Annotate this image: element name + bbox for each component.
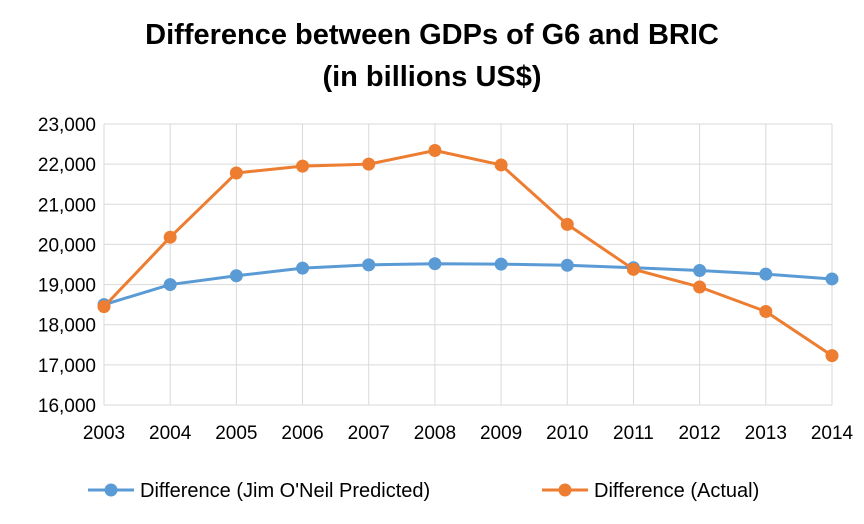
data-point-series-1 — [229, 269, 243, 283]
data-point-series-2 — [362, 157, 376, 171]
y-tick-label: 22,000 — [38, 155, 96, 176]
data-point-series-2 — [560, 217, 574, 231]
data-point-series-2 — [97, 300, 111, 314]
chart-subtitle: (in billions US$) — [322, 61, 541, 93]
y-tick-label: 17,000 — [38, 356, 96, 377]
x-tick-label: 2013 — [745, 423, 787, 444]
x-axis: 2003 2004 2005 2006 2007 2008 2009 2010 2011 2012… — [83, 423, 854, 444]
data-point-series-1 — [560, 258, 574, 272]
y-tick-label: 20,000 — [38, 235, 96, 256]
x-tick-label: 2005 — [215, 423, 257, 444]
data-point-series-1 — [825, 272, 839, 286]
x-tick-label: 2003 — [83, 423, 125, 444]
data-point-series-1 — [163, 278, 177, 292]
legend: Difference (Jim O'Neil Predicted) Differe… — [88, 480, 759, 502]
data-point-series-1 — [693, 264, 707, 278]
x-tick-label: 2010 — [546, 423, 588, 444]
data-point-series-2 — [494, 158, 508, 172]
legend-label: Difference (Jim O'Neil Predicted) — [140, 480, 430, 502]
data-point-series-2 — [759, 304, 773, 318]
series-line-2 — [102, 148, 833, 357]
series-line-1 — [103, 262, 833, 307]
x-tick-label: 2004 — [149, 423, 192, 444]
chart-title: Difference between GDPs of G6 and BRIC — [145, 19, 719, 51]
series-group — [97, 143, 839, 363]
y-tick-label: 19,000 — [38, 276, 96, 297]
legend-marker-1 — [104, 483, 118, 497]
data-point-series-2 — [428, 143, 442, 157]
y-axis: 16,000 17,000 18,000 19,000 20,000 21,000 22,0… — [38, 115, 96, 417]
x-tick-label: 2008 — [414, 423, 456, 444]
data-point-series-1 — [494, 257, 508, 271]
y-tick-label: 21,000 — [38, 195, 96, 216]
data-point-series-2 — [229, 166, 243, 180]
x-tick-label: 2011 — [613, 423, 654, 444]
x-tick-label: 2006 — [281, 423, 323, 444]
data-point-series-1 — [759, 267, 773, 281]
data-point-series-2 — [296, 159, 310, 173]
y-tick-label: 16,000 — [38, 396, 96, 417]
data-point-series-2 — [163, 230, 177, 244]
x-tick-label: 2012 — [678, 423, 720, 444]
x-tick-label: 2007 — [348, 423, 390, 444]
data-point-series-2 — [693, 280, 707, 294]
x-tick-label: 2009 — [480, 423, 522, 444]
data-point-series-1 — [296, 261, 310, 275]
data-point-series-1 — [362, 258, 376, 272]
y-tick-label: 23,000 — [38, 115, 96, 136]
data-point-series-2 — [825, 349, 839, 363]
y-tick-label: 18,000 — [38, 316, 96, 337]
data-point-series-2 — [626, 262, 640, 276]
x-tick-label: 2014 — [811, 423, 854, 444]
data-point-series-1 — [428, 257, 442, 271]
legend-marker-2 — [558, 483, 572, 497]
legend-label: Difference (Actual) — [594, 480, 759, 502]
